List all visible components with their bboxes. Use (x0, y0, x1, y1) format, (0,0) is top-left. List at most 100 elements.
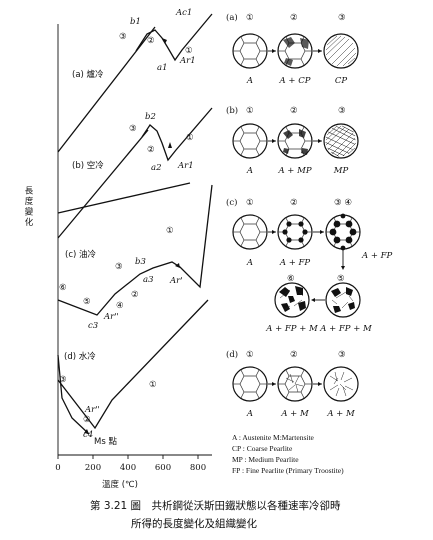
stage-marker: ⑤ (337, 274, 345, 284)
point-label: a1 (157, 63, 167, 73)
x-ticks: 0 200 400 600 800 (55, 455, 206, 473)
length-change-chart: 0 200 400 600 800 溫度 (℃) 長度變化 b1 Ac1 a1 … (23, 8, 213, 490)
point-label: a2 (151, 163, 161, 173)
row-a: (a) ① ② ③ A A + CP CP (226, 12, 359, 86)
stage-marker: ③ (119, 32, 127, 42)
austenite-fine-pearlite-circle (277, 214, 313, 250)
legend-entry: MP : Medium Pearlite (232, 455, 299, 464)
stage-marker: ① (246, 350, 254, 360)
x-tick-label: 0 (55, 463, 60, 473)
austenite-coarse-pearlite-circle (277, 33, 313, 69)
austenite-fine-pearlite-martensite-circle (274, 282, 310, 318)
curve-label: (c) 油冷 (65, 249, 97, 260)
stage-marker: ② (290, 350, 298, 360)
austenite-fine-pearlite-martensite-circle-2 (325, 282, 361, 318)
curve-label: (a) 爐冷 (72, 69, 104, 80)
austenite-grain-circle (232, 33, 268, 69)
phase-label: A (246, 409, 253, 419)
legend-entry: CP : Coarse Pearlite (232, 444, 293, 453)
stage-marker: ③ (338, 106, 346, 116)
row-b: (b) ① ② ③ A A + MP MP (226, 105, 361, 176)
x-tick-label: 600 (155, 463, 171, 473)
point-label: Ac1 (175, 8, 192, 18)
curve-label: (b) 空冷 (72, 160, 104, 171)
point-label: Ar' (169, 276, 183, 286)
stage-marker: ③ (129, 124, 137, 134)
legend-entry: A : Austenite M:Martensite (232, 433, 315, 442)
row-label: (a) (226, 12, 238, 23)
coarse-pearlite-circle (323, 33, 359, 69)
point-label: c3 (88, 321, 98, 331)
phase-label: A + MP (277, 166, 311, 176)
phase-label: MP (333, 166, 349, 176)
row-label: (b) (226, 105, 238, 116)
curve-label: (d) 水冷 (64, 351, 96, 362)
point-label: a3 (143, 275, 153, 285)
point-label: c4 (83, 430, 93, 440)
austenite-martensite-circle-2 (323, 366, 359, 402)
phase-label: A + M (326, 409, 355, 419)
phase-label: A + FP (279, 258, 311, 268)
x-tick-label: 200 (85, 463, 101, 473)
stage-marker: ① (246, 198, 254, 208)
austenite-martensite-circle (277, 366, 313, 402)
phase-label: A (246, 76, 253, 86)
x-tick-label: 400 (120, 463, 136, 473)
legend: A : Austenite M:Martensite CP : Coarse P… (232, 433, 344, 475)
stage-marker: ① (149, 380, 157, 390)
austenite-fine-pearlite-circle-2 (325, 213, 361, 251)
stage-marker: ⑥ (59, 283, 67, 293)
stage-marker: ⑥ (287, 274, 295, 284)
stage-marker: ① (166, 226, 174, 236)
figure-caption-line2: 所得的長度變化及組織變化 (131, 517, 257, 530)
legend-entry: FP : Fine Pearlite (Primary Troostite) (232, 466, 344, 475)
point-label: b3 (135, 257, 146, 267)
stage-marker: ③ (338, 13, 346, 23)
curve-d-water: Ar'' c4 Ms 點 ③ ② ① (d) 水冷 (57, 299, 209, 447)
point-label: Ar'' (103, 312, 119, 322)
stage-marker: ③ (115, 262, 123, 272)
stage-marker: ② (147, 145, 155, 155)
stage-marker: ⑤ (83, 297, 91, 307)
stage-marker: ② (290, 198, 298, 208)
phase-label: A + M (280, 409, 309, 419)
curve-b-air: b2 a2 Ar1 ③ ② ① (b) 空冷 (57, 107, 213, 239)
phase-label: A + FP + M (319, 324, 372, 334)
x-axis-label: 溫度 (℃) (102, 479, 138, 490)
stage-marker: ② (83, 415, 91, 425)
point-label: Ar'' (84, 405, 100, 415)
phase-label: A + FP (361, 251, 393, 261)
stage-marker: ② (290, 13, 298, 23)
row-c: (c) ① ② ③ ④ (226, 197, 393, 334)
stage-marker: ③ (59, 375, 67, 385)
row-label: (d) (226, 349, 238, 360)
curve-c-oil: b3 a3 Ar' c3 Ar'' ③ ② ① ④ ⑤ ⑥ (c) 油冷 (57, 182, 213, 331)
x-tick-label: 800 (190, 463, 206, 473)
point-label: Ar1 (177, 161, 194, 171)
point-label: Ms 點 (94, 436, 117, 447)
stage-marker: ① (246, 13, 254, 23)
point-label: Ar1 (179, 56, 196, 66)
stage-marker: ③ (338, 350, 346, 360)
stage-marker: ① (246, 106, 254, 116)
phase-label: A + FP + M (265, 324, 318, 334)
phase-label: CP (335, 76, 348, 86)
row-d: (d) ① ② ③ A A + M A + M (226, 349, 359, 419)
stage-marker: ④ (116, 301, 124, 311)
stage-marker: ① (185, 46, 193, 56)
microstructure-panel: (a) ① ② ③ A A + CP CP (b) ① ② ③ (226, 12, 393, 475)
stage-marker: ① (186, 133, 194, 143)
austenite-grain-circle (232, 214, 268, 250)
stage-marker: ③ ④ (334, 198, 352, 208)
phase-label: A (246, 166, 253, 176)
austenite-grain-circle (232, 366, 268, 402)
curve-a-furnace: b1 Ac1 a1 Ar1 ③ ② ① (a) 爐冷 (57, 8, 213, 153)
stage-marker: ② (131, 290, 139, 300)
medium-pearlite-circle (321, 121, 361, 161)
stage-marker: ② (290, 106, 298, 116)
point-label: b2 (145, 112, 156, 122)
point-label: b1 (130, 17, 141, 27)
phase-label: A + CP (279, 76, 311, 86)
phase-label: A (246, 258, 253, 268)
